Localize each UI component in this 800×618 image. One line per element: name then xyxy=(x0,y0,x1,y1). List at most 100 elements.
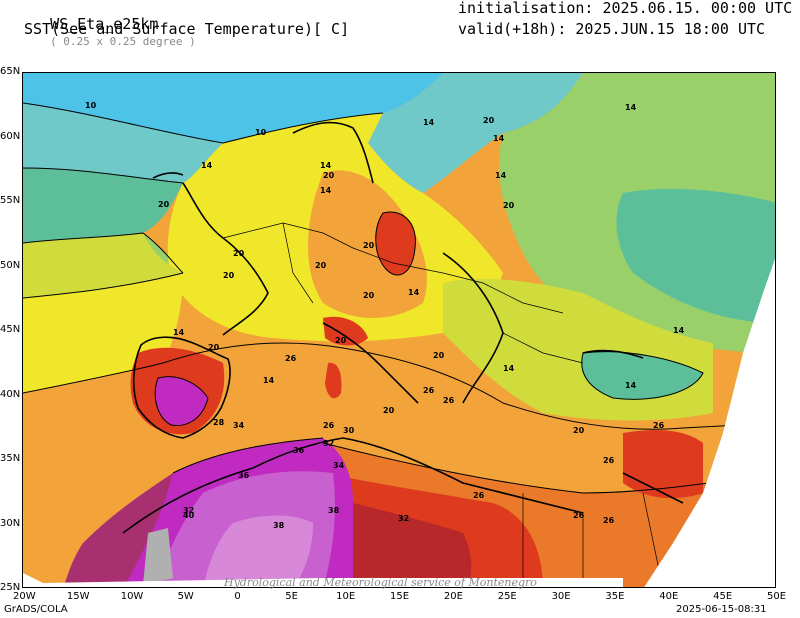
contour-label: 14 xyxy=(320,186,332,195)
lon-label: 15E xyxy=(390,591,410,602)
contour-label: 36 xyxy=(238,471,250,480)
border-4 xyxy=(442,272,564,314)
lon-label: 20E xyxy=(443,591,463,602)
lon-label: 50E xyxy=(767,591,787,602)
lon-label: 30E xyxy=(551,591,571,602)
contour-label: 20 xyxy=(223,271,235,280)
lat-label: 40N xyxy=(0,388,21,400)
contour-label: 10 xyxy=(85,101,97,110)
contour-label: 20 xyxy=(573,426,585,435)
contour-label: 14 xyxy=(423,118,435,127)
contour-label: 34 xyxy=(333,461,345,470)
contour-label: 20 xyxy=(323,171,335,180)
contour-label: 40 xyxy=(183,511,195,520)
sst-libya-deep xyxy=(353,503,472,587)
contour-label: 14 xyxy=(173,328,185,337)
contour-label: 38 xyxy=(273,521,285,530)
coast-balkans xyxy=(442,252,504,404)
lon-label: 10W xyxy=(120,591,144,602)
contour-label: 14 xyxy=(493,134,505,143)
contour-label: 26 xyxy=(423,386,435,395)
contour-label: 14 xyxy=(503,364,515,373)
sst-black-sea xyxy=(581,351,703,400)
lon-label: 5W xyxy=(177,591,194,602)
contour-label: 32 xyxy=(183,506,194,515)
coast-iberia xyxy=(132,336,231,439)
contour-14 xyxy=(23,232,184,274)
coastlines xyxy=(122,121,684,534)
sst-iberia-core xyxy=(155,376,208,426)
contour-label: 20 xyxy=(233,249,245,258)
border-3 xyxy=(352,247,444,274)
contour-label: 14 xyxy=(320,161,332,170)
contour-label: 20 xyxy=(363,291,375,300)
contour-label: 14 xyxy=(201,161,213,170)
contour-label: 26 xyxy=(285,354,297,363)
sst-central-orange xyxy=(308,170,427,318)
lon-label: 40E xyxy=(659,591,679,602)
lat-label: 25N xyxy=(0,582,21,593)
contour-label: 26 xyxy=(603,456,615,465)
sst-russia-cool xyxy=(616,188,775,323)
contour-label: 30 xyxy=(343,426,355,435)
sst-sardinia xyxy=(325,362,342,399)
sst-italy-hot xyxy=(323,316,368,346)
contour-label: 20 xyxy=(208,343,220,352)
contour-label: 38 xyxy=(328,506,340,515)
footer-software: GrADS/COLA xyxy=(4,604,68,615)
contour-label: 28 xyxy=(213,418,225,427)
sst-sahara-hot xyxy=(203,515,313,587)
coast-france xyxy=(182,182,269,336)
contour-label: 14 xyxy=(673,326,685,335)
contour-label: 20 xyxy=(503,201,515,210)
contour-label: 20 xyxy=(315,261,327,270)
sst-map: 10 10 14 14 14 14 14 14 14 14 14 14 14 14 14 20 20 20 20 20… xyxy=(22,72,776,588)
coast-blacksea xyxy=(582,349,644,359)
lat-label: 65N xyxy=(0,66,21,77)
lat-label: 30N xyxy=(0,517,21,529)
valid-time: valid(+18h): 2025.JUN.15 18:00 UTC xyxy=(458,20,766,38)
contour-label: 32 xyxy=(323,439,334,448)
domain-mask-south xyxy=(23,573,623,587)
contour-22 xyxy=(162,342,775,430)
contour-label: 26 xyxy=(473,491,485,500)
lon-label: 0 xyxy=(234,591,241,602)
sst-band-12 xyxy=(23,103,223,183)
sst-baltic xyxy=(368,73,583,193)
contour-12 xyxy=(23,167,184,184)
domain-mask-east xyxy=(644,258,775,587)
contour-label: 34 xyxy=(233,421,245,430)
lat-label: 50N xyxy=(0,259,21,271)
contour-label: 26 xyxy=(323,421,335,430)
contour-label: 14 xyxy=(625,103,637,112)
lon-label: 25E xyxy=(497,591,517,602)
contour-label: 20 xyxy=(483,116,495,125)
coast-africa xyxy=(122,437,584,534)
grid-resolution: ( 0.25 x 0.25 degree ) xyxy=(50,35,196,48)
coast-denmark xyxy=(292,121,374,184)
lat-label: 60N xyxy=(0,130,21,142)
lat-label: 55N xyxy=(0,195,21,206)
lon-label: 10E xyxy=(336,591,356,602)
contour-iberia xyxy=(154,376,209,427)
lon-label: 35E xyxy=(605,591,625,602)
sst-morocco xyxy=(63,473,173,587)
contour-label: 14 xyxy=(625,381,637,390)
contour-label: 20 xyxy=(158,200,170,209)
lon-label: 5E xyxy=(285,591,298,602)
contour-label: 20 xyxy=(363,241,375,250)
coast-italy xyxy=(322,322,419,404)
sst-east-hot xyxy=(623,430,703,499)
lon-label: 20W xyxy=(13,591,36,602)
contour-label: 26 xyxy=(573,511,585,520)
contour-20 xyxy=(23,362,164,394)
contour-label: 20 xyxy=(335,336,347,345)
contour-label: 20 xyxy=(383,406,395,415)
contour-label: 26 xyxy=(443,396,455,405)
border-1 xyxy=(222,222,354,249)
lon-label: 15W xyxy=(66,591,90,602)
contour-label: 26 xyxy=(603,516,615,525)
sst-field xyxy=(23,73,775,587)
sst-band-14 xyxy=(23,168,183,243)
